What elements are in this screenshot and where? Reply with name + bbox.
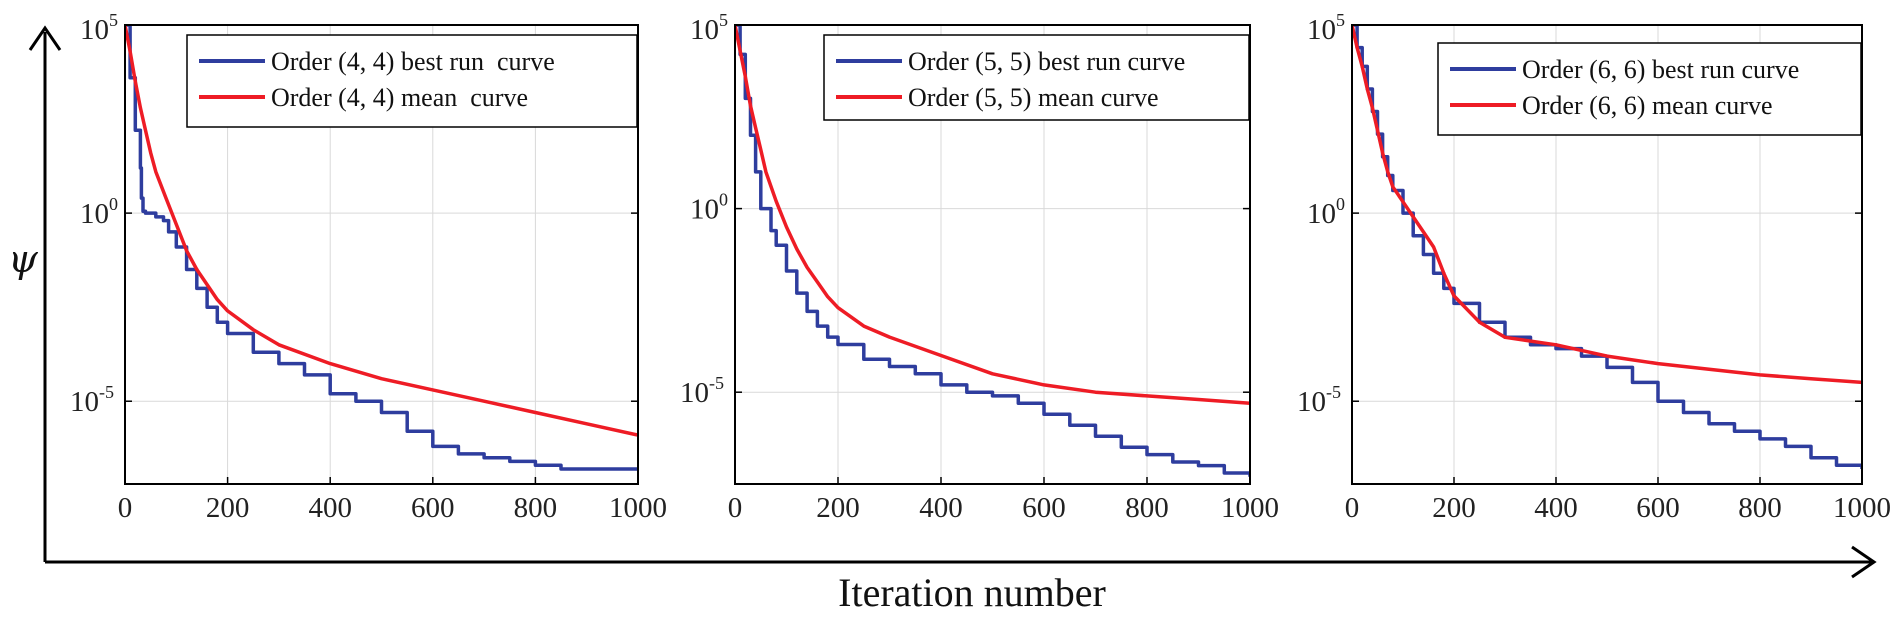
plot-frame	[734, 24, 1251, 485]
x-axis-arrowhead	[1851, 545, 1877, 579]
x-tick-label: 400	[1534, 492, 1578, 524]
x-tick-label: 400	[919, 492, 963, 524]
series-group	[735, 25, 1250, 477]
tick-labels: 0 200 400 600 800 1000 105 100 10-5	[70, 10, 667, 524]
x-tick-label: 0	[728, 492, 743, 524]
x-tick-label: 800	[1738, 492, 1782, 524]
series-group	[125, 25, 638, 471]
chart-panel-order-5: 0 200 400 600 800 1000 105 100 10-5 Order (5, 5)…	[680, 10, 1279, 524]
y-tick-label: 105	[690, 10, 728, 46]
y-tick-label: 105	[80, 10, 118, 46]
series-line-mean	[735, 25, 1250, 405]
y-tick-label: 10-5	[1297, 382, 1341, 418]
x-tick-label: 200	[816, 492, 860, 524]
legend-box	[1437, 42, 1862, 136]
y-tick-label: 10-5	[70, 382, 114, 418]
y-tick-label: 100	[80, 194, 118, 230]
tick-labels: 0 200 400 600 800 1000 105 100 10-5	[1297, 10, 1891, 524]
x-tick-label: 600	[411, 492, 455, 524]
x-tick-label: 400	[308, 492, 352, 524]
y-axis-label: ψ	[8, 237, 39, 281]
legend: Order (5, 5) best run curve Order (5, 5) …	[823, 34, 1250, 121]
y-tick-label: 10-5	[680, 373, 724, 409]
x-tick-label: 600	[1022, 492, 1066, 524]
legend-label: Order (4, 4) mean curve	[271, 83, 528, 112]
y-tick-label: 105	[1307, 10, 1345, 46]
legend: Order (6, 6) best run curve Order (6, 6) …	[1437, 42, 1862, 136]
x-axis-label: Iteration number	[838, 570, 1106, 615]
legend-label: Order (6, 6) mean curve	[1522, 91, 1773, 120]
x-tick-label: 800	[514, 492, 558, 524]
series-line-mean	[125, 25, 638, 437]
x-tick-label: 0	[1345, 492, 1360, 524]
chart-panel-order-6: 0 200 400 600 800 1000 105 100 10-5 Order (6, 6)…	[1297, 10, 1891, 524]
x-tick-label: 1000	[1221, 492, 1279, 524]
y-axis-arrowhead	[28, 25, 62, 51]
chart-panel-order-4: 0 200 400 600 800 1000 105 100 10-5 Order (4, 4)…	[70, 10, 667, 524]
legend-label: Order (4, 4) best run curve	[271, 47, 555, 76]
series-group	[1352, 25, 1862, 469]
legend-box	[823, 34, 1250, 121]
tick-labels: 0 200 400 600 800 1000 105 100 10-5	[680, 10, 1279, 524]
x-tick-label: 1000	[1833, 492, 1891, 524]
x-tick-label: 600	[1636, 492, 1680, 524]
x-tick-label: 1000	[609, 492, 667, 524]
x-tick-label: 200	[206, 492, 250, 524]
x-tick-label: 200	[1432, 492, 1476, 524]
plot-frame	[124, 24, 639, 485]
x-tick-label: 800	[1125, 492, 1169, 524]
series-line-best	[125, 25, 638, 471]
legend-box	[186, 34, 638, 128]
x-tick-label: 0	[118, 492, 133, 524]
legend-label: Order (5, 5) best run curve	[908, 47, 1185, 76]
y-tick-label: 100	[690, 190, 728, 226]
plot-frame	[1351, 24, 1863, 485]
series-line-mean	[1352, 25, 1862, 385]
series-line-best	[735, 25, 1250, 477]
legend-label: Order (6, 6) best run curve	[1522, 55, 1799, 84]
y-tick-label: 100	[1307, 194, 1345, 230]
legend-label: Order (5, 5) mean curve	[908, 83, 1159, 112]
legend: Order (4, 4) best run curve Order (4, 4) …	[186, 34, 638, 128]
